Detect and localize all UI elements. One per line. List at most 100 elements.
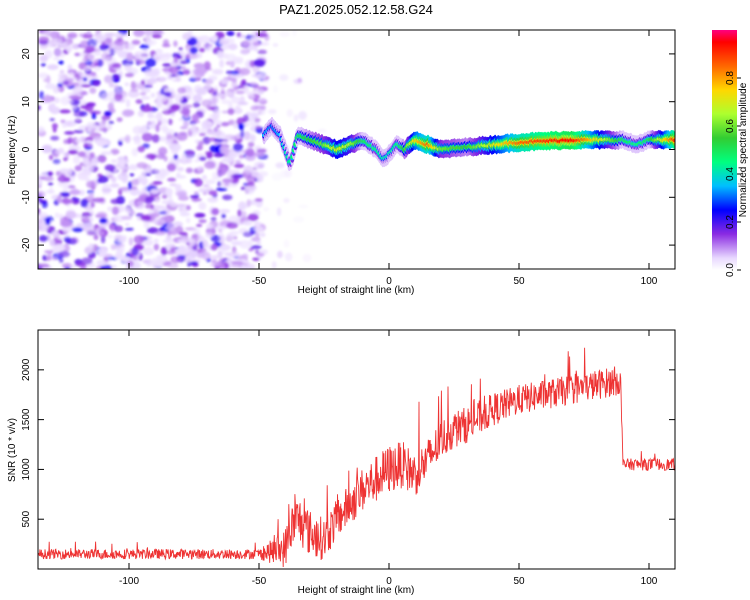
noise-speck — [153, 205, 166, 210]
snr-xtick-label: 100 — [641, 576, 658, 587]
noise-speck — [74, 138, 82, 144]
noise-speck — [57, 35, 66, 40]
noise-speck — [80, 172, 92, 176]
snr-ytick-label: 1000 — [21, 458, 32, 481]
noise-speck — [173, 56, 178, 65]
noise-speck — [49, 154, 53, 160]
noise-speck — [260, 30, 268, 33]
noise-speck — [110, 148, 120, 155]
noise-speck — [185, 154, 195, 159]
noise-speck — [207, 197, 219, 203]
noise-speck — [240, 210, 247, 217]
noise-speck — [272, 85, 279, 93]
noise-speck — [50, 102, 56, 111]
noise-speck — [210, 255, 219, 261]
noise-speck — [86, 180, 96, 189]
noise-speck — [211, 176, 222, 180]
noise-speck — [235, 90, 245, 95]
noise-speck — [211, 112, 220, 121]
noise-speck — [141, 96, 151, 100]
noise-speck — [38, 264, 50, 268]
noise-speck — [228, 215, 240, 224]
noise-speck — [145, 167, 153, 174]
noise-speck — [205, 223, 214, 230]
noise-speck — [247, 181, 255, 187]
noise-speck — [243, 165, 254, 175]
noise-speck — [128, 165, 138, 171]
noise-speck — [171, 52, 181, 59]
noise-speck — [286, 109, 293, 118]
noise-speck — [130, 81, 137, 90]
noise-speck — [243, 84, 249, 94]
noise-speck — [82, 58, 89, 62]
noise-speck — [228, 102, 233, 111]
noise-speck — [107, 102, 114, 111]
noise-speck — [182, 69, 191, 75]
noise-speck — [191, 197, 203, 202]
noise-speck — [249, 82, 258, 86]
noise-speck — [219, 59, 225, 68]
noise-speck — [166, 163, 177, 172]
noise-speck — [132, 125, 144, 135]
noise-speck — [64, 120, 77, 127]
noise-speck — [94, 137, 106, 141]
noise-speck — [230, 264, 242, 268]
noise-speck — [76, 223, 85, 227]
noise-speck — [107, 206, 113, 212]
ridge-cell — [672, 138, 675, 142]
noise-speck — [45, 83, 56, 90]
noise-speck — [226, 258, 232, 264]
noise-speck — [256, 253, 265, 257]
noise-speck — [219, 209, 231, 214]
noise-speck — [118, 159, 126, 166]
noise-speck — [108, 223, 116, 231]
noise-speck — [72, 155, 81, 165]
noise-speck — [220, 122, 230, 127]
noise-speck — [45, 256, 52, 262]
noise-speck — [250, 95, 256, 99]
noise-speck — [154, 231, 167, 236]
noise-speck — [210, 216, 217, 222]
noise-speck — [298, 204, 309, 209]
noise-speck — [253, 46, 258, 52]
noise-speck — [135, 99, 143, 104]
noise-speck — [192, 94, 203, 103]
noise-speck — [246, 184, 257, 192]
noise-speck — [257, 163, 264, 169]
noise-speck — [74, 165, 83, 172]
noise-speck — [293, 216, 305, 223]
noise-speck — [68, 95, 81, 100]
noise-speck — [263, 207, 269, 212]
noise-speck — [196, 145, 203, 151]
noise-speck — [144, 30, 154, 36]
noise-speck — [242, 39, 252, 47]
noise-speck — [176, 132, 188, 141]
noise-speck — [62, 186, 69, 193]
noise-speck — [89, 87, 97, 94]
noise-speck — [255, 125, 262, 130]
noise-speck — [254, 198, 263, 202]
noise-speck — [160, 97, 168, 102]
noise-speck — [233, 107, 243, 114]
noise-speck — [61, 191, 70, 197]
noise-speck — [147, 39, 157, 46]
noise-speck — [48, 171, 53, 177]
noise-speck — [89, 152, 95, 159]
noise-speck — [237, 209, 242, 217]
spectrogram-xtick-label: 50 — [513, 276, 525, 287]
noise-speck — [163, 91, 172, 97]
noise-speck — [67, 32, 78, 39]
noise-speck — [253, 221, 261, 227]
noise-speck — [192, 101, 201, 108]
noise-speck — [110, 198, 122, 205]
noise-speck — [160, 88, 165, 95]
spectrogram-ytick-label: 20 — [21, 48, 32, 60]
noise-speck — [178, 47, 183, 51]
noise-speck — [107, 234, 113, 239]
noise-speck — [168, 118, 173, 126]
noise-speck — [256, 32, 269, 38]
noise-speck — [74, 262, 87, 267]
noise-speck — [87, 128, 92, 133]
noise-speck — [160, 246, 168, 256]
